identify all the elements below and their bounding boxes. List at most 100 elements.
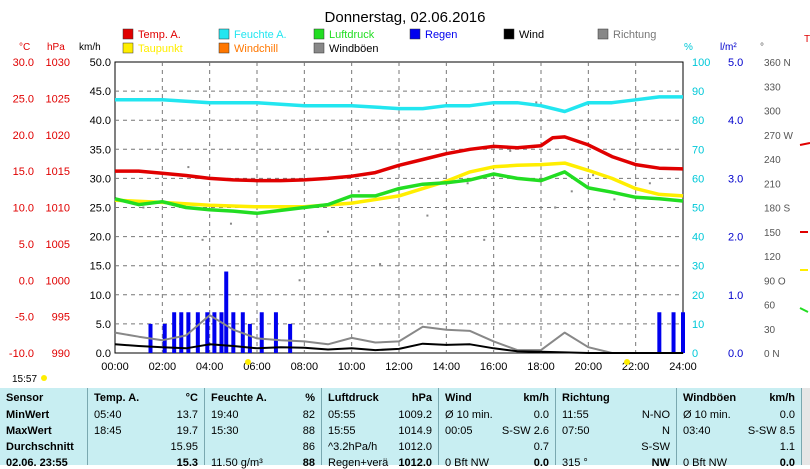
humidity-tick-label: 60	[692, 173, 704, 185]
rain-bar	[219, 312, 224, 353]
direction-point	[426, 214, 429, 217]
rain-bar	[259, 312, 264, 353]
rain-bar	[247, 323, 252, 353]
wind-tick-label: 25.0	[90, 203, 111, 215]
direction-point	[613, 198, 616, 201]
legend-swatch	[313, 28, 325, 40]
stats-humidity-row-value: 86	[302, 441, 315, 453]
humidity-tick-label: 70	[692, 144, 704, 156]
x-tick-label: 10:00	[338, 361, 366, 373]
stats-humidity-row-value: 88	[302, 457, 315, 469]
stats-direction-row-label: 11:55	[562, 409, 589, 421]
direction-point	[570, 190, 573, 193]
stats-pressure-row-value: 1012.0	[398, 441, 432, 453]
clock-time: 15:57	[12, 374, 37, 385]
wind-tick-label: 30.0	[90, 173, 111, 185]
clock-sun-icon	[41, 375, 47, 381]
wind-tick-label: 10.0	[90, 290, 111, 302]
rain-bar	[657, 312, 662, 353]
direction-tick-label: 150	[764, 228, 781, 239]
stats-pressure-row-label: ^3.2hPa/h	[328, 441, 378, 453]
direction-tick-label: 240	[764, 155, 781, 166]
temp-tick-label: 10.0	[13, 203, 34, 215]
temp-tick-label: 25.0	[13, 93, 34, 105]
legend-label: Windböen	[329, 43, 379, 55]
right-axes-ticks: 10090807060504030201005.04.03.02.01.00.0…	[692, 57, 793, 360]
direction-point	[229, 222, 232, 225]
temp-tick-label: 30.0	[13, 57, 34, 69]
rain-tick-label: 5.0	[728, 57, 743, 69]
direction-point	[509, 149, 512, 152]
stats-temp-row-value: 19.7	[176, 425, 198, 437]
wind-tick-label: 35.0	[90, 144, 111, 156]
legend-swatch	[122, 28, 134, 40]
stats-direction-column: Richtung 11:55 N-NO 07:50 N S-SW 315 ° NW	[556, 388, 677, 469]
stats-temp-column: Temp. A. °C 05:40 13.7 18:45 19.7 15.95 15.3	[88, 388, 205, 469]
stats-pressure-row-value: 1009.2	[398, 409, 432, 421]
stats-gusts-row-value: S-SW 8.5	[747, 425, 795, 437]
scrollbar[interactable]	[802, 388, 810, 465]
stats-pressure-row-value: 1014.9	[398, 425, 432, 437]
direction-axis-unit: °	[760, 42, 764, 53]
direction-point	[483, 238, 486, 241]
stats-pressure-row-label: Regen+verä	[328, 457, 389, 469]
series-line-taupunkt	[114, 161, 684, 209]
wind-tick-label: 15.0	[90, 261, 111, 273]
legend-swatch	[313, 42, 325, 54]
pressure-tick-label: 990	[52, 348, 70, 360]
stats-wind-row-label: Ø 10 min.	[445, 409, 493, 421]
stats-pressure-title: Luftdruck	[328, 392, 379, 404]
direction-tick-label: 120	[764, 252, 781, 263]
stats-wind-row-value: 0.0	[533, 457, 549, 469]
stats-direction-row-label: 07:50	[562, 425, 590, 437]
stats-gusts-row-label: 0 Bft NW	[683, 457, 728, 469]
stats-direction-row-value: N	[662, 425, 670, 437]
stats-gusts-row-label: 03:40	[683, 425, 711, 437]
rain-bar	[231, 312, 236, 353]
stats-temp-row-value: 13.7	[176, 409, 198, 421]
stats-humidity-row-label: 15:30	[211, 425, 239, 437]
rain-bar	[212, 312, 217, 353]
avg-label: Durchschnitt	[6, 441, 74, 453]
rain-bar	[172, 312, 177, 353]
x-tick-label: 18:00	[527, 361, 555, 373]
stats-direction-title: Richtung	[562, 392, 610, 404]
direction-tick-label: 300	[764, 107, 781, 118]
humidity-tick-label: 90	[692, 86, 704, 98]
stats-wind-column: Wind km/h Ø 10 min. 0.0 00:05 S-SW 2.6 0.7 0 Bf…	[439, 388, 556, 469]
x-tick-label: 16:00	[480, 361, 508, 373]
stats-pressure-column: Luftdruck hPa 05:55 1009.2 15:55 1014.9 ^3.2hP…	[322, 388, 439, 469]
pressure-tick-label: 1015	[46, 166, 70, 178]
x-tick-label: 14:00	[433, 361, 461, 373]
grid	[115, 62, 683, 353]
legend-swatch	[218, 42, 230, 54]
wind-tick-label: 0.0	[96, 348, 111, 360]
stats-temp-row-label: 18:45	[94, 425, 122, 437]
left-axes-ticks: 30.0 25.0 20.0 15.0 10.0 5.0 0.0 -5.0 -10.0 1030 1…	[9, 57, 111, 360]
stats-gusts-row-value: 1.1	[779, 441, 795, 453]
weather-chart: Donnerstag, 02.06.2016 Temp. A. Taupunkt F…	[9, 9, 810, 385]
wind-tick-label: 5.0	[96, 319, 111, 331]
legend-swatch	[218, 28, 230, 40]
temp-tick-label: 15.0	[13, 166, 34, 178]
stats-pressure-row-value: 1012.0	[398, 457, 432, 469]
direction-point	[187, 166, 190, 169]
legend-label: Luftdruck	[329, 29, 375, 41]
x-tick-label: 24:00	[669, 361, 697, 373]
series-line-windb-en	[114, 314, 683, 354]
legend-label: Richtung	[613, 29, 656, 41]
humidity-tick-label: 20	[692, 290, 704, 302]
rain-bar	[681, 312, 685, 353]
sensor-header: Sensor	[6, 392, 44, 404]
legend-swatch	[597, 28, 609, 40]
rain-bar	[179, 312, 184, 353]
direction-tick-label: 360 N	[764, 58, 791, 69]
legend: Temp. A. Taupunkt Feuchte A. Windchill Luftd…	[122, 28, 656, 55]
humidity-tick-label: 100	[692, 57, 710, 69]
direction-point	[466, 182, 469, 185]
series-line-luftdruck	[114, 170, 684, 216]
humidity-tick-label: 40	[692, 232, 704, 244]
sunrise-marker	[245, 359, 251, 365]
stats-pressure-row-label: 15:55	[328, 425, 356, 437]
direction-point	[201, 238, 204, 241]
